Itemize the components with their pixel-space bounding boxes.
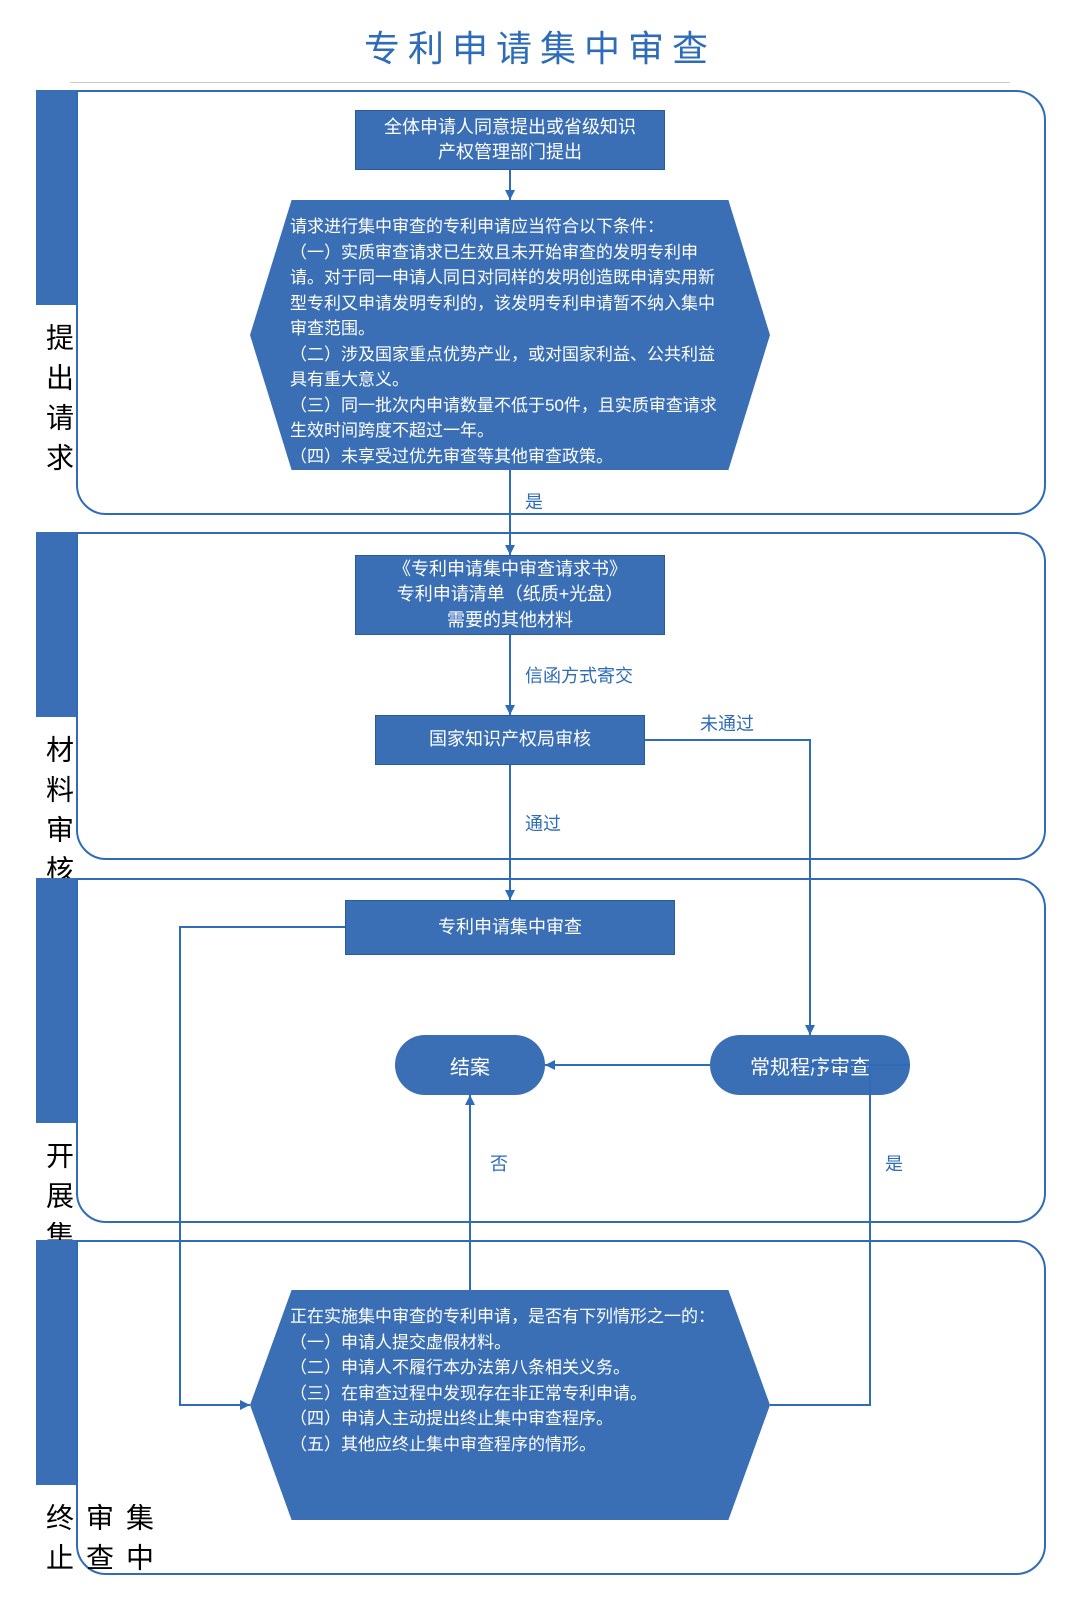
section-label-s4: 集中审查终止 bbox=[38, 1503, 158, 1601]
edge-label-e4: 通过 bbox=[525, 810, 561, 836]
node-n8: 正在实施集中审查的专利申请，是否有下列情形之一的：（一）申请人提交虚假材料。（二… bbox=[250, 1290, 770, 1520]
edge-label-e3: 信函方式寄交 bbox=[525, 662, 633, 688]
node-n5: 专利申请集中审查 bbox=[345, 900, 675, 955]
section-tab-s2 bbox=[36, 532, 76, 717]
section-tab-s1 bbox=[36, 90, 76, 305]
node-n3: 《专利申请集中审查请求书》专利申请清单（纸质+光盘）需要的其他材料 bbox=[355, 555, 665, 635]
edge-label-e7: 否 bbox=[490, 1150, 508, 1176]
page-title: 专利申请集中审查 bbox=[70, 20, 1010, 83]
node-n1: 全体申请人同意提出或省级知识产权管理部门提出 bbox=[355, 110, 665, 170]
edge-label-e8b: 是 bbox=[885, 1150, 903, 1176]
node-n4: 国家知识产权局审核 bbox=[375, 715, 645, 765]
edge-label-e2: 是 bbox=[525, 488, 543, 514]
node-n7: 常规程序审查 bbox=[710, 1035, 910, 1095]
edge-label-e5: 未通过 bbox=[700, 710, 754, 736]
node-n6: 结案 bbox=[395, 1035, 545, 1095]
section-tab-s4 bbox=[36, 1240, 76, 1485]
node-n2: 请求进行集中审查的专利申请应当符合以下条件：（一）实质审查请求已生效且未开始审查… bbox=[250, 200, 770, 470]
section-label-s1: 提出请求 bbox=[38, 323, 78, 483]
section-tab-s3 bbox=[36, 878, 76, 1123]
section-label-s2: 材料审核 bbox=[38, 735, 78, 895]
